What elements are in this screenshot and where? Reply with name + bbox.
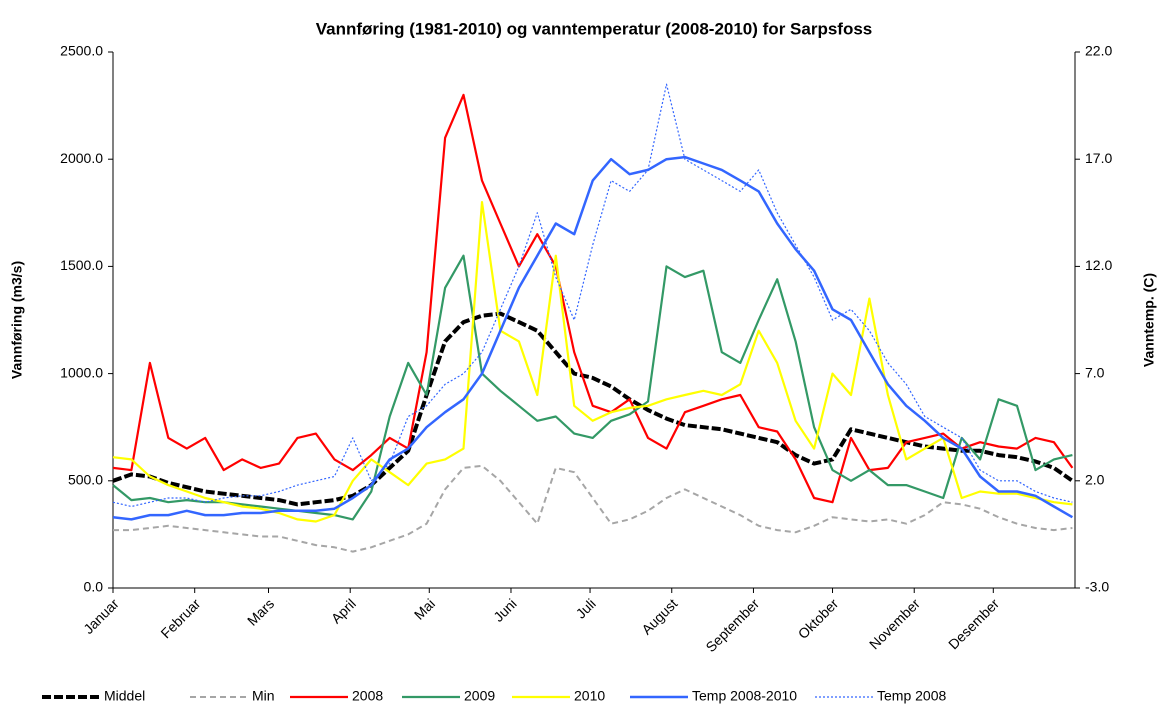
series-line [112,201,1073,523]
x-tick-label: Mai [411,595,438,622]
legend-label: 2009 [464,688,495,704]
y2-axis-label: Vanntemp. (C) [1141,273,1157,367]
series-line [112,155,1074,521]
series-line [112,93,1074,504]
y-tick-label: 0.0 [84,579,104,595]
legend-label: 2010 [574,688,605,704]
x-tick-label: August [638,595,680,637]
y-tick-label: 2000.0 [60,150,103,166]
x-tick-label: Juni [490,595,519,624]
y-tick-label: 500.0 [68,472,103,488]
x-tick-label: Februar [157,595,203,641]
series-line [112,311,1074,507]
series-line [113,464,1073,553]
legend-label: Middel [104,688,145,704]
legend-label: 2008 [352,688,383,704]
x-tick-label: Desember [945,595,1002,652]
chart-title: Vannføring (1981-2010) og vanntemperatur… [316,19,872,38]
x-tick-label: Juli [573,595,599,621]
legend-label: Temp 2008 [877,688,946,704]
x-tick-label: Oktober [795,595,842,642]
x-tick-label: September [702,595,762,655]
legend-label: Temp 2008-2010 [692,688,797,704]
y-axis-label: Vannføring (m3/s) [9,261,25,379]
y-tick-label: 2500.0 [60,43,103,59]
x-tick-label: Januar [80,595,122,637]
x-tick-label: November [866,595,923,652]
x-tick-label: Mars [244,595,277,628]
y-tick-label: 1000.0 [60,364,103,380]
y-tick-label: 1500.0 [60,257,103,273]
series-line [112,83,1073,508]
y2-tick-label: 22.0 [1085,43,1112,59]
y2-tick-label: 2.0 [1085,472,1105,488]
y2-tick-label: 17.0 [1085,150,1112,166]
series-line [112,254,1073,521]
y2-tick-label: -3.0 [1085,579,1109,595]
y2-tick-label: 12.0 [1085,257,1112,273]
x-tick-label: April [328,595,359,626]
legend-label: Min [252,688,275,704]
y2-tick-label: 7.0 [1085,364,1105,380]
